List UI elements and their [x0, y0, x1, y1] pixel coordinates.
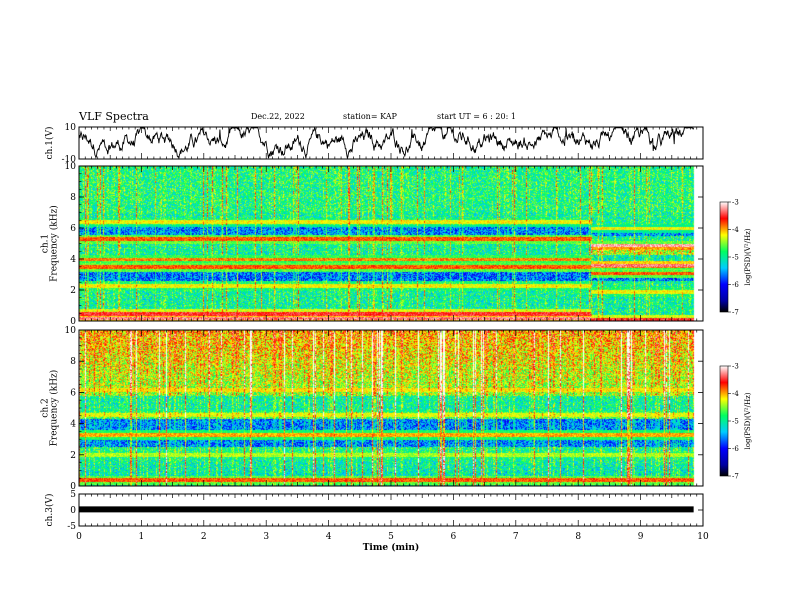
- station-label: station= KAP: [343, 112, 397, 121]
- ch1-colorbar: [719, 201, 729, 313]
- x-tick-label: 3: [263, 532, 269, 542]
- x-tick-label: 0: [76, 532, 82, 542]
- ch1-colorbar-tick-label: -4: [732, 226, 739, 234]
- ch2-colorbar-tick-label: -6: [732, 445, 739, 453]
- x-tick-label: 7: [513, 532, 519, 542]
- x-tick-label: 6: [451, 532, 457, 542]
- ch2-freq-tick-label: 10: [65, 326, 77, 336]
- ch1-ylabel: Frequency (kHz): [49, 205, 60, 282]
- date-label: Dec.22, 2022: [251, 112, 305, 121]
- ch2-ylabel: ch.2: [41, 398, 51, 417]
- ch2-colorbar-tick-label: -7: [732, 473, 739, 481]
- x-axis-label: Time (min): [363, 542, 420, 553]
- ch2-ylabel: Frequency (kHz): [49, 370, 60, 447]
- ch1-colorbar-tick-label: -5: [732, 254, 739, 262]
- x-tick-label: 8: [575, 532, 581, 542]
- ch2-freq-tick-label: 4: [70, 420, 76, 430]
- x-tick-label: 9: [638, 532, 644, 542]
- ch1-colorbar-tick-label: -6: [732, 281, 739, 289]
- ch2-colorbar-tick-label: -3: [732, 363, 739, 371]
- x-tick-label: 4: [326, 532, 332, 542]
- spectrogram-ch1: [79, 166, 703, 321]
- ch3-wave-tick-label: 5: [70, 490, 76, 500]
- ch1-colorbar-label: log(PSD)(V²/Hz): [744, 228, 752, 285]
- ch2-freq-tick-label: 8: [70, 357, 76, 367]
- ch1-colorbar-tick-label: -7: [732, 309, 739, 317]
- ch1-freq-tick-label: 4: [70, 255, 76, 265]
- ch3-wave-tick-label: -5: [67, 522, 76, 532]
- ch2-colorbar-tick-label: -4: [732, 390, 739, 398]
- ch1-colorbar-tick-label: -3: [732, 199, 739, 207]
- ch2-freq-tick-label: 6: [70, 388, 76, 398]
- ch2-colorbar-label: log(PSD)(V²/Hz): [744, 392, 752, 449]
- ch3-waveform-ylabel: ch.3(V): [44, 494, 55, 527]
- chart-title: VLF Spectra: [79, 110, 149, 123]
- spectrogram-ch2: [79, 330, 703, 486]
- start-time-label: start UT = 6 : 20: 1: [437, 112, 516, 121]
- ch1-ylabel: ch.1: [41, 234, 51, 253]
- x-tick-label: 5: [388, 532, 394, 542]
- ch1-freq-tick-label: 0: [70, 317, 76, 327]
- ch2-freq-tick-label: 0: [70, 482, 76, 492]
- x-tick-label: 10: [697, 532, 709, 542]
- ch1-wave-tick-label: 10: [65, 123, 77, 133]
- ch1-waveform-line: [78, 126, 695, 159]
- ch2-colorbar: [719, 365, 729, 477]
- ch1-waveform-ylabel: ch.1(V): [44, 127, 55, 160]
- ch3-wave-tick-label: 0: [70, 506, 76, 516]
- ch2-colorbar-tick-label: -5: [732, 418, 739, 426]
- ch1-freq-tick-label: 6: [70, 224, 76, 234]
- x-tick-label: 2: [201, 532, 207, 542]
- ch2-freq-tick-label: 2: [70, 451, 76, 461]
- ch1-freq-tick-label: 8: [70, 193, 76, 203]
- ch1-wave-tick-label: -10: [62, 155, 77, 165]
- ch1-freq-tick-label: 10: [65, 162, 77, 172]
- ch1-freq-tick-label: 2: [70, 286, 76, 296]
- x-tick-label: 1: [139, 532, 145, 542]
